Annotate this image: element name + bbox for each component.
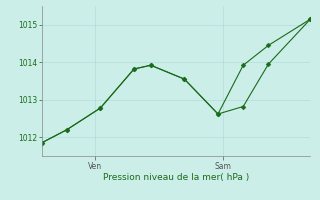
X-axis label: Pression niveau de la mer( hPa ): Pression niveau de la mer( hPa ) — [103, 173, 249, 182]
